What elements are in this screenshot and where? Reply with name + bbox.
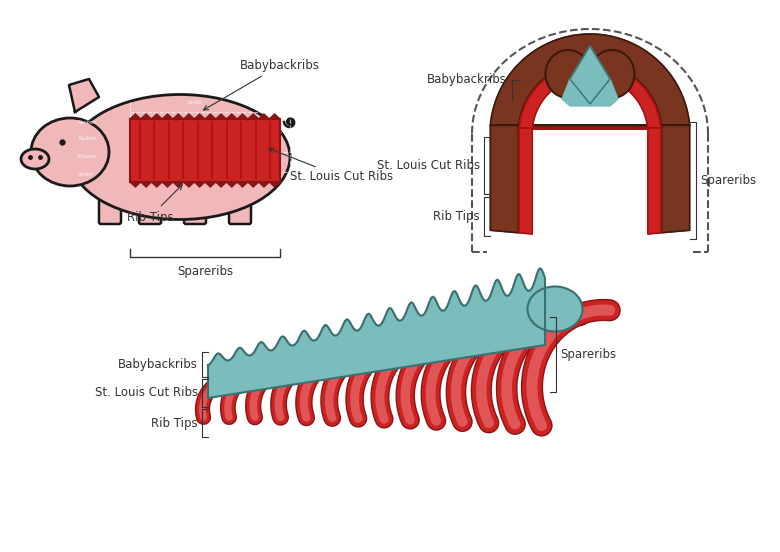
Polygon shape [562,79,618,106]
Text: Rib Tips: Rib Tips [434,210,480,223]
FancyBboxPatch shape [99,178,121,224]
Text: St. Louis Cut Ribs: St. Louis Cut Ribs [269,148,393,183]
FancyBboxPatch shape [130,119,280,182]
FancyBboxPatch shape [184,178,206,224]
Text: Spareribs: Spareribs [560,348,616,361]
Text: St. Louis Cut Ribs: St. Louis Cut Ribs [377,159,480,172]
Text: Vorder-: Vorder- [78,172,96,177]
Ellipse shape [545,50,590,98]
FancyBboxPatch shape [229,178,251,224]
Text: Babybackribs: Babybackribs [118,358,198,371]
Text: Rib Tips: Rib Tips [126,185,183,224]
Text: Babybackribs: Babybackribs [427,73,507,87]
Polygon shape [69,79,99,112]
Text: Rücken: Rücken [78,136,96,141]
Ellipse shape [70,94,290,220]
Polygon shape [208,268,545,398]
Text: Spare-: Spare- [187,136,203,141]
Text: Schinken: Schinken [252,136,274,141]
Polygon shape [570,46,610,104]
Text: Lende: Lende [187,99,203,104]
Ellipse shape [31,118,109,186]
Ellipse shape [527,286,583,332]
Text: St. Louis Cut Ribs: St. Louis Cut Ribs [95,386,198,400]
Text: Schulter: Schulter [76,155,98,160]
FancyBboxPatch shape [139,178,161,224]
Ellipse shape [590,50,634,98]
Text: Babybackribs: Babybackribs [204,59,320,110]
Text: Spareribs: Spareribs [700,174,756,187]
Text: Bauch: Bauch [187,174,203,179]
Text: Rib Tips: Rib Tips [151,417,198,429]
Polygon shape [491,34,690,233]
Polygon shape [130,182,280,187]
Text: Keule: Keule [257,155,270,160]
Ellipse shape [21,149,49,169]
Text: Fifile: Fifile [257,99,268,104]
Polygon shape [519,63,661,234]
Text: Spareribs: Spareribs [177,265,233,278]
Text: Nacken: Nacken [78,119,96,125]
Polygon shape [130,114,280,119]
